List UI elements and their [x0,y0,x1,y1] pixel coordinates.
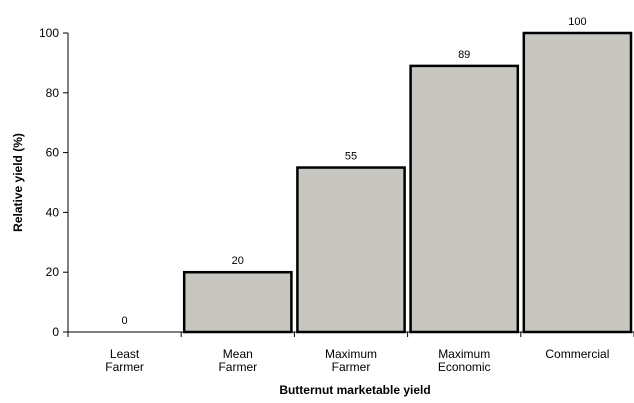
category-label: Commercial [545,347,609,361]
y-tick-label: 20 [46,265,60,279]
y-axis-title: Relative yield (%) [11,133,25,232]
data-label: 100 [568,16,586,28]
bar [296,166,406,334]
category-label: Least Farmer [105,347,144,374]
y-tick-label: 80 [46,86,60,100]
chart-labels: 0 Least Farmer 20 Mean Farmer 55 Maximum Farmer 8… [105,16,609,374]
category-label: Mean Farmer [218,347,257,374]
data-label: 55 [345,151,357,163]
data-label: 20 [232,255,244,267]
x-axis-title: Butternut marketable yield [279,383,430,397]
category-label: Maximum Economic [438,347,491,374]
y-tick-label: 0 [52,325,59,339]
bar [182,270,293,334]
bar [522,31,633,334]
chart-axes: 0 20 40 60 80 100 [39,26,634,339]
y-tick-label: 60 [46,146,60,160]
bar [409,64,520,334]
chart-bars [182,31,633,334]
data-label: 89 [458,49,470,61]
data-label: 0 [122,315,128,327]
y-tick-label: 100 [39,26,59,40]
y-tick-label: 40 [46,205,60,219]
category-label: Maximum Farmer [325,347,377,374]
